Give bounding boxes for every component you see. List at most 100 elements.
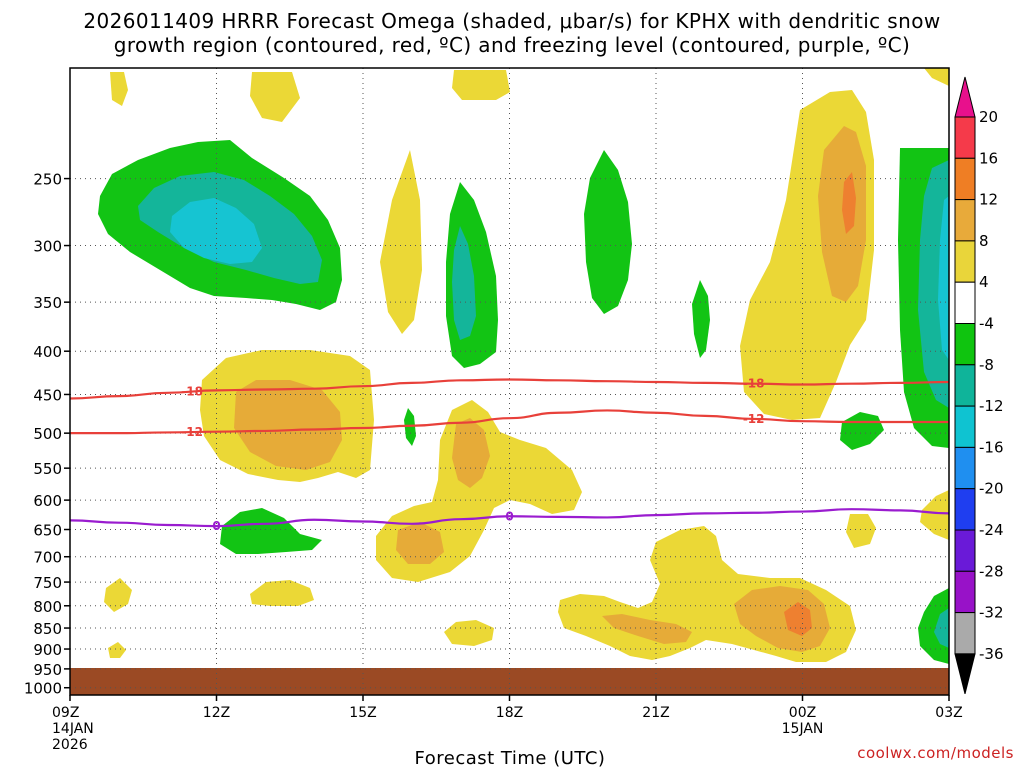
dendritic-contour--12	[70, 409, 949, 435]
omega-region-teal-03z-low	[934, 608, 949, 648]
colorbar-label: 20	[979, 108, 998, 126]
omega-region-yellow-top-center	[452, 70, 510, 100]
x-tick-label: 00Z	[789, 705, 816, 721]
x-axis-title: Forecast Time (UTC)	[415, 748, 606, 768]
omega-region-green-16z-blip	[404, 408, 416, 446]
dendritic-contour--18-label: -18	[181, 385, 203, 399]
colorbar-swatch	[954, 612, 976, 655]
x-tick-label: 12Z	[203, 705, 230, 721]
freezing-level-contour-label: 0	[212, 519, 220, 533]
omega-region-yellow-17z-sfc	[444, 620, 494, 646]
y-tick-label: 750	[33, 574, 62, 592]
freezing-level-contour-label: 0	[505, 509, 513, 523]
colorbar-swatch	[954, 446, 976, 490]
colorbar-swatch	[954, 323, 976, 366]
colorbar-label: -12	[979, 397, 1004, 415]
colorbar-swatch	[954, 199, 976, 242]
omega-colorbar: 20 16 12 8 4 -4 -8 -12 -16 -20 -24 -28 -32 -36	[954, 76, 1004, 695]
omega-region-yellow-upper-left-2	[250, 72, 300, 122]
omega-region-yellow-13z-low	[250, 580, 314, 606]
y-tick-label: 350	[33, 294, 62, 312]
omega-region-yellow-15z-column	[380, 150, 422, 334]
colorbar-label: -28	[979, 562, 1004, 580]
colorbar-swatch	[954, 405, 976, 448]
colorbar-swatch	[954, 570, 976, 614]
colorbar-swatch	[954, 281, 976, 325]
omega-shading-layer	[70, 68, 949, 695]
y-tick-label: 900	[33, 641, 62, 659]
colorbar-swatch	[954, 157, 976, 201]
omega-region-orange-light-21z-low	[602, 614, 692, 644]
ground-surface	[70, 668, 949, 695]
colorbar-swatch	[954, 529, 976, 572]
chart-title-line-1: 2026011409 HRRR Forecast Omega (shaded, …	[83, 9, 940, 33]
colorbar-label: -8	[979, 356, 994, 374]
omega-region-yellow-10z-sfc	[108, 642, 126, 658]
y-tick-label: 650	[33, 522, 62, 540]
omega-region-yellow-01z-small	[846, 514, 876, 548]
contour-layer: -18 -18 -12 -12 0 0	[69, 377, 950, 533]
colorbar-top-triangle	[954, 76, 976, 118]
colorbar-label: -32	[979, 604, 1004, 622]
omega-region-cyan-12z-upper	[170, 198, 262, 264]
colorbar-label: 8	[979, 232, 989, 250]
omega-region-orange-01z-upper	[842, 172, 856, 234]
omega-region-yellow-upper-left	[110, 72, 128, 106]
chart-title-line-2: growth region (contoured, red, ºC) and f…	[114, 33, 911, 57]
x-tick-label: 2026	[52, 737, 88, 753]
y-tick-label: 950	[33, 661, 62, 679]
x-tick-label: 18Z	[496, 705, 523, 721]
x-tick-label: 14JAN	[52, 721, 94, 737]
colorbar-swatch	[954, 364, 976, 407]
colorbar-label: 12	[979, 191, 998, 209]
y-tick-label: 700	[33, 549, 62, 567]
y-tick-label: 1000	[24, 680, 62, 698]
x-tick-label: 09Z	[52, 705, 79, 721]
credit-text: coolwx.com/models	[857, 744, 1014, 762]
freezing-level-contour	[69, 508, 950, 528]
colorbar-label: -24	[979, 521, 1004, 539]
dendritic-contour--12-label: -12	[743, 412, 765, 426]
omega-region-orange-light-01z-upper	[818, 126, 866, 302]
omega-region-yellow-upper-right-edge	[924, 68, 949, 86]
y-tick-label: 400	[33, 343, 62, 361]
omega-region-green-20z-upper	[584, 150, 632, 314]
y-tick-label: 800	[33, 598, 62, 616]
colorbar-bottom-triangle	[954, 653, 976, 695]
y-tick-label: 450	[33, 386, 62, 404]
colorbar-label: -16	[979, 438, 1004, 456]
dendritic-contour--18	[69, 378, 950, 400]
omega-region-cyan-03z-deep	[938, 196, 949, 360]
omega-region-orange-light-16z	[396, 522, 444, 564]
colorbar-swatch	[954, 488, 976, 531]
omega-region-orange-00z-low	[784, 602, 812, 636]
omega-region-green-13z-low	[220, 508, 322, 554]
colorbar-swatch	[954, 116, 976, 159]
y-tick-label: 500	[33, 425, 62, 443]
omega-region-green-03z-low	[918, 588, 949, 664]
omega-region-orange-light-17z	[452, 418, 490, 488]
omega-region-green-22z	[692, 280, 710, 358]
x-tick-label: 15Z	[349, 705, 376, 721]
omega-region-orange-light-12z-mid	[234, 380, 342, 470]
y-tick-label: 550	[33, 460, 62, 478]
colorbar-label: -20	[979, 480, 1004, 498]
colorbar-label: 16	[979, 149, 998, 167]
colorbar-swatch	[954, 240, 976, 283]
dendritic-contour--18-label: -18	[743, 377, 765, 391]
colorbar-label: 4	[979, 273, 989, 291]
x-tick-label: 03Z	[935, 705, 962, 721]
y-tick-label: 250	[33, 171, 62, 189]
dendritic-contour--12-label: -12	[181, 425, 203, 439]
omega-region-orange-light-00z-low	[734, 586, 830, 652]
y-tick-label: 850	[33, 620, 62, 638]
omega-region-teal-03z-deep	[918, 160, 949, 408]
omega-region-teal-17z	[452, 226, 476, 340]
y-tick-label: 300	[33, 238, 62, 256]
colorbar-label: -36	[979, 645, 1004, 663]
x-tick-label: 15JAN	[782, 721, 824, 737]
omega-region-yellow-03z-mid	[920, 490, 949, 540]
x-tick-label: 21Z	[642, 705, 669, 721]
